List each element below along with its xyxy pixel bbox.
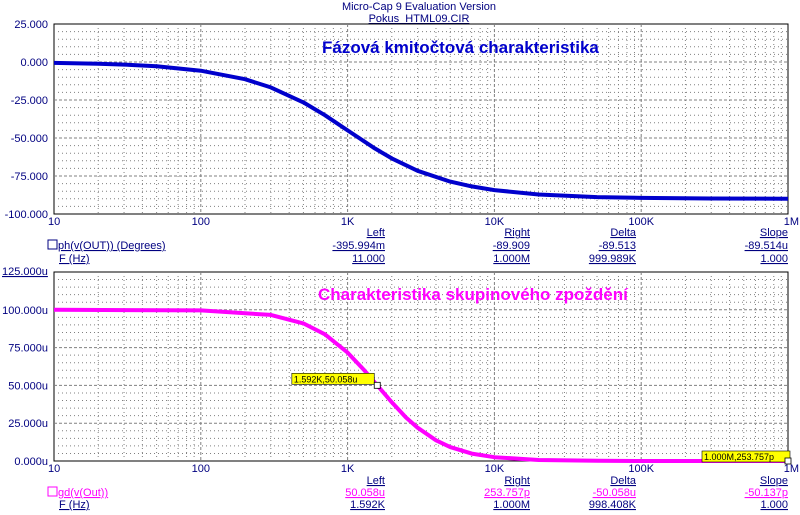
- cursor-table-header: Delta: [610, 227, 637, 239]
- delay-markers: 1.592K,50.058u 1.000M,253.757p: [291, 373, 792, 465]
- delay-chart-title: Charakteristika skupinového zpoždění: [318, 285, 629, 304]
- phase-x-ticks: 10 100 1K 10K 100K 1M: [48, 216, 799, 228]
- cursor-table-value: -89.513: [599, 240, 636, 252]
- marker-box: [291, 373, 375, 385]
- y-tick-label: 25.000: [14, 19, 48, 31]
- cursor-table-header: Right: [504, 475, 530, 487]
- phase-curve: [53, 60, 789, 201]
- cursor-table-row-label: gd(v(Out)): [58, 487, 108, 499]
- cursor-table-value: 999.989K: [589, 253, 637, 265]
- cursor-table-row-label: ph(v(OUT)) (Degrees): [58, 240, 166, 252]
- cursor-table-header: Left: [367, 227, 385, 239]
- marker-box: [701, 450, 791, 463]
- cursor-table-value: 1.592K: [350, 499, 386, 511]
- y-tick-label: 100.000u: [2, 305, 48, 317]
- cursor-table-value: 998.408K: [589, 499, 637, 511]
- cursor-table-value: 1.000M: [493, 253, 530, 265]
- y-tick-label: 50.000u: [8, 380, 48, 392]
- series-checkbox[interactable]: [47, 239, 58, 250]
- x-tick-label: 100: [192, 216, 210, 228]
- window-title: Micro-Cap 9 Evaluation Version: [342, 1, 496, 13]
- x-tick-label: 1M: [784, 216, 799, 228]
- y-tick-label: 0.000u: [14, 456, 48, 468]
- cursor-table-value: 50.058u: [345, 487, 385, 499]
- phase-chart-title: Fázová kmitočtová charakteristika: [322, 38, 599, 57]
- marker-point: [784, 457, 792, 465]
- cursor-table-header: Left: [367, 475, 385, 487]
- cursor-table-value: 1.000: [760, 253, 788, 265]
- x-tick-label: 10K: [485, 216, 505, 228]
- plot-frame: [53, 23, 789, 215]
- delay-curve: [53, 307, 788, 463]
- y-tick-label: -75.000: [11, 171, 48, 183]
- marker-point: [373, 381, 381, 389]
- cursor-table-value: -395.994m: [332, 240, 385, 252]
- cursor-table-row-label: F (Hz): [59, 499, 90, 511]
- series-checkbox[interactable]: [47, 486, 58, 497]
- x-tick-label: 1K: [341, 216, 355, 228]
- x-tick-label: 100K: [628, 463, 654, 475]
- y-tick-label: -100.000: [5, 209, 48, 221]
- delay-x-ticks: 10 100 1K 10K 100K 1M: [48, 463, 799, 475]
- x-tick-label: 1K: [341, 463, 355, 475]
- y-tick-label: -25.000: [11, 95, 48, 107]
- phase-grid: [53, 23, 789, 215]
- phase-cursor-table: Left Right Delta Slope ph(v(OUT)) (Degrees) -…: [47, 227, 788, 265]
- cursor-table-value: -50.137p: [745, 487, 788, 499]
- x-tick-label: 10: [48, 463, 60, 475]
- cursor-table-header: Right: [504, 227, 530, 239]
- y-tick-label: 0.000: [20, 57, 48, 69]
- delay-cursor-table: Left Right Delta Slope gd(v(Out)) 50.058u 253.…: [47, 475, 788, 511]
- x-tick-label: 1M: [784, 463, 799, 475]
- cursor-table-value: 1.000: [760, 499, 788, 511]
- marker-label: 1.000M,253.757p: [704, 452, 774, 462]
- cursor-table-header: Slope: [760, 227, 788, 239]
- x-tick-label: 100: [192, 463, 210, 475]
- delay-y-ticks: 100.000u 75.000u 50.000u 25.000u 0.000u: [2, 305, 48, 468]
- cursor-table-value: 253.757p: [484, 487, 530, 499]
- phase-y-ticks: 25.000 0.000 -25.000 -50.000 -75.000 -100.000: [5, 19, 48, 221]
- delay-grid: [53, 271, 789, 462]
- cursor-table-value: -89.514u: [745, 240, 788, 252]
- file-name: Pokus_HTML09.CIR: [369, 13, 470, 25]
- cursor-table-header: Delta: [610, 475, 637, 487]
- x-tick-label: 10: [48, 216, 60, 228]
- y-tick-label: 25.000u: [8, 418, 48, 430]
- cursor-table-value: -50.058u: [593, 487, 636, 499]
- cursor-table-value: 1.000M: [493, 499, 530, 511]
- cursor-table-value: -89.909: [493, 240, 530, 252]
- delay-top-label: 125.000u: [2, 266, 48, 278]
- plot-frame: [53, 271, 789, 462]
- y-tick-label: 75.000u: [8, 343, 48, 355]
- cursor-table-header: Slope: [760, 475, 788, 487]
- cursor-table-value: 11.000: [352, 253, 385, 265]
- y-tick-label: -50.000: [11, 133, 48, 145]
- cursor-table-row-label: F (Hz): [59, 253, 90, 265]
- marker-label: 1.592K,50.058u: [294, 374, 358, 384]
- x-tick-label: 100K: [628, 216, 654, 228]
- x-tick-label: 10K: [485, 463, 505, 475]
